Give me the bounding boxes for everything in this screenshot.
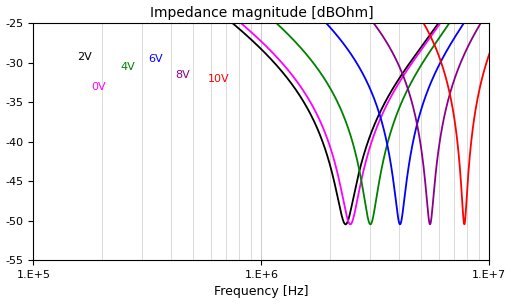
Text: 2V: 2V bbox=[77, 52, 92, 62]
Text: 6V: 6V bbox=[148, 54, 163, 64]
Text: 8V: 8V bbox=[176, 70, 190, 80]
Text: 0V: 0V bbox=[92, 81, 106, 92]
Text: 4V: 4V bbox=[120, 62, 135, 72]
Title: Impedance magnitude [dBOhm]: Impedance magnitude [dBOhm] bbox=[150, 5, 373, 19]
X-axis label: Frequency [Hz]: Frequency [Hz] bbox=[214, 285, 309, 299]
Text: 10V: 10V bbox=[207, 74, 229, 84]
